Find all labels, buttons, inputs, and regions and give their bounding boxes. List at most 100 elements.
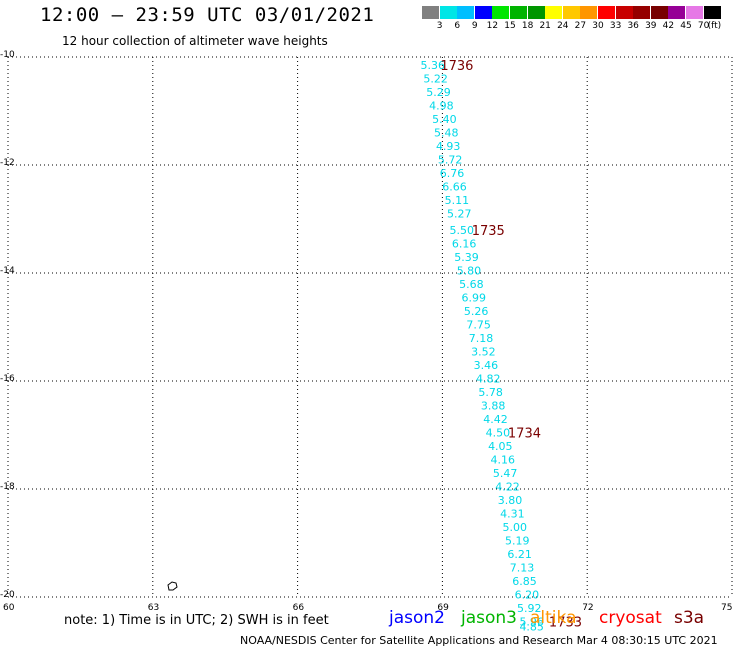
swh-value: 5.80 [457,264,482,277]
satellite-altika: altika [530,608,577,628]
footer-note: note: 1) Time is in UTC; 2) SWH is in fe… [64,613,329,628]
swh-value: 5.39 [454,251,479,264]
swh-track: 5.365.225.294.985.405.484.935.726.766.66… [420,59,543,634]
pass-time-label: 1736 [440,59,473,74]
swh-value: 5.72 [438,154,463,167]
swh-value: 6.66 [442,181,467,194]
swh-value: 5.48 [434,127,459,140]
longitude-label: 63 [147,603,160,613]
latitude-label: -12 [0,158,15,168]
satellite-jason3: jason3 [461,608,517,628]
swh-value: 4.50 [486,426,511,439]
swh-value: 4.05 [488,440,513,453]
legend-swatch [492,6,510,19]
latitude-label: -10 [0,50,15,60]
swh-value: 5.68 [459,278,484,291]
legend-swatch [422,6,439,19]
swh-value: 3.46 [474,359,499,372]
satellite-jason2: jason2 [389,608,445,628]
swh-value: 5.36 [420,59,445,72]
swh-value: 5.92 [517,602,542,615]
legend-swatch [510,6,527,19]
legend-tick: 27 [574,21,587,31]
legend-swatch [598,6,615,19]
legend-swatch [633,6,651,19]
legend-swatch [580,6,598,19]
satellite-s3a: s3a [674,608,705,628]
swh-value: 5.00 [503,521,528,534]
swh-value: 3.52 [471,345,496,358]
pass-time-label: 1734 [508,426,541,441]
swh-value: 6.85 [512,575,537,588]
legend-tick: 36 [627,21,639,31]
swh-value: 4.98 [429,100,454,113]
swh-value: 4.16 [490,453,515,466]
pass-time-label: 1735 [472,224,505,239]
legend-tick: 21 [539,21,551,31]
longitude-label: 60 [3,603,15,613]
legend-swatch [668,6,686,19]
latitude-label: -14 [0,266,15,276]
legend-unit: (ft) [707,21,722,31]
legend-swatch [439,6,457,19]
legend-tick: 42 [662,21,675,31]
legend-tick: 6 [454,21,461,31]
pass-time-label: 1733 [549,615,582,630]
swh-value: 5.11 [445,194,470,207]
legend-tick: 30 [592,21,604,31]
pass-time-labels: 1736 1735 1734 1733 [440,59,582,630]
latitude-label: -20 [0,590,15,600]
page-subtitle: 12 hour collection of altimeter wave hei… [62,34,328,48]
longitude-label: 72 [582,603,594,613]
legend-tick: 12 [486,21,499,31]
swh-value: 3.80 [498,494,523,507]
swh-value: 5.78 [478,386,503,399]
swh-value: 6.20 [515,588,540,601]
legend-tick: 33 [609,21,622,31]
legend-swatch [474,6,492,19]
swh-value: 5.29 [426,86,451,99]
swh-value: 5.50 [449,224,474,237]
swh-value: 4.82 [476,372,501,385]
legend-swatch [545,6,563,19]
swh-value: 4.93 [436,140,461,153]
legend-tick: 3 [436,21,443,31]
legend-tick: 9 [471,21,478,31]
legend-tick: 39 [645,21,657,31]
swh-value: 5.47 [493,467,518,480]
legend-swatch [703,6,721,19]
map-grid [7,56,733,598]
satellite-cryosat: cryosat [599,608,662,628]
island-outline [167,581,178,591]
footer-credit: NOAA/NESDIS Center for Satellite Applica… [240,634,718,647]
swh-value: 5.19 [505,534,530,547]
swh-value: 6.99 [462,291,487,304]
longitude-label: 69 [437,603,449,613]
page-title: 12:00 – 23:59 UTC 03/01/2021 [40,4,375,26]
legend-swatch [615,6,633,19]
swh-value: 5.96 [519,615,544,628]
swh-value: 4.31 [500,507,525,520]
latitude-label: -16 [0,374,15,384]
swh-value: 5.27 [447,208,472,221]
legend-swatch [562,6,580,19]
legend-tick: 24 [557,21,569,31]
legend-swatch [527,6,545,19]
legend-swatch [650,6,668,19]
legend-tick: 18 [521,21,534,31]
longitude-label: 66 [292,603,305,613]
swh-value: 5.26 [464,305,489,318]
latitude-label: -18 [0,482,15,492]
longitude-label: 75 [721,603,733,613]
swh-value: 7.18 [469,332,494,345]
swh-value: 6.76 [440,167,465,180]
swh-value: 4.42 [483,413,508,426]
legend-tick: 15 [504,21,516,31]
swh-value: 6.21 [507,548,532,561]
swh-value: 5.40 [432,113,457,126]
swh-value: 6.16 [452,237,477,250]
swh-value: 7.13 [510,561,535,574]
legend-swatch [457,6,475,19]
swh-value: 4.22 [495,480,520,493]
